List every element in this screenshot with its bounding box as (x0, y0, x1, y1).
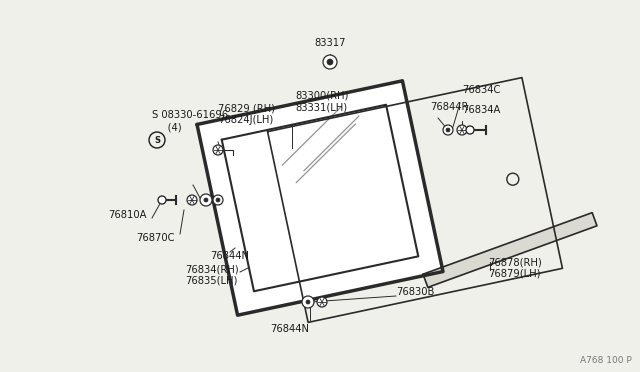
Circle shape (187, 195, 197, 205)
Polygon shape (221, 105, 419, 291)
Circle shape (317, 297, 327, 307)
Text: 76834A: 76834A (462, 105, 500, 115)
Text: 83300(RH)
83331(LH): 83300(RH) 83331(LH) (295, 90, 348, 112)
Text: 76834C: 76834C (462, 85, 500, 95)
Text: 83317: 83317 (314, 38, 346, 48)
Circle shape (466, 126, 474, 134)
Text: 76870C: 76870C (136, 233, 175, 243)
Text: 76834(RH)
76835(LH): 76834(RH) 76835(LH) (185, 264, 239, 286)
Text: 76844N: 76844N (210, 251, 249, 261)
Text: A768 100 P: A768 100 P (580, 356, 632, 365)
Circle shape (457, 125, 467, 135)
Text: S: S (154, 135, 160, 144)
Circle shape (323, 55, 337, 69)
Polygon shape (268, 78, 563, 323)
Text: 76830B: 76830B (396, 287, 435, 297)
Polygon shape (423, 213, 597, 287)
Circle shape (306, 300, 310, 304)
Text: 76829 (RH)
76824J(LH): 76829 (RH) 76824J(LH) (218, 103, 275, 125)
Circle shape (327, 59, 333, 65)
Circle shape (213, 145, 223, 155)
Circle shape (443, 125, 453, 135)
Text: 76844N: 76844N (271, 324, 310, 334)
Text: 76878(RH)
76879(LH): 76878(RH) 76879(LH) (488, 257, 541, 279)
Text: 76810A: 76810A (108, 210, 147, 220)
Circle shape (204, 198, 208, 202)
Circle shape (158, 196, 166, 204)
Polygon shape (197, 81, 443, 315)
Circle shape (446, 128, 450, 132)
Circle shape (216, 198, 220, 202)
Circle shape (200, 194, 212, 206)
Text: 76844R: 76844R (430, 102, 468, 112)
Text: S 08330-61696
     (4): S 08330-61696 (4) (152, 110, 228, 132)
Circle shape (302, 296, 314, 308)
Circle shape (213, 195, 223, 205)
